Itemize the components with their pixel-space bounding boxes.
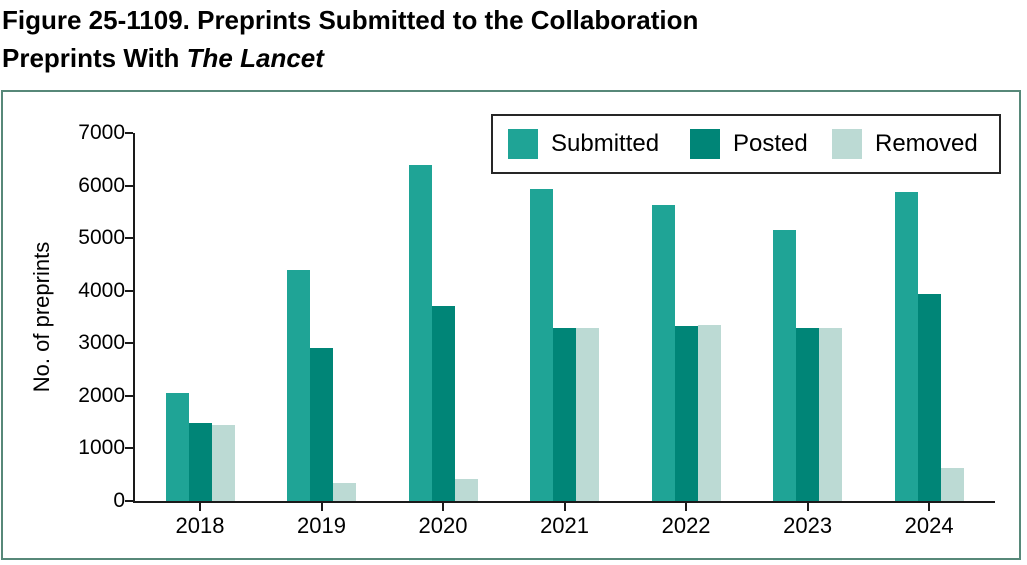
x-tick-mark: [563, 503, 566, 511]
x-tick-label-2018: 2018: [175, 513, 225, 538]
bar-posted-2021: [553, 327, 577, 501]
x-tick-label-2022: 2022: [661, 513, 711, 538]
bar-removed-2018: [211, 424, 235, 501]
y-tick-label: 1000: [78, 436, 125, 460]
y-tick-label: 0: [113, 489, 125, 512]
y-tick-mark: [125, 132, 133, 134]
x-tick-label-2020: 2020: [418, 513, 468, 538]
x-tick-mark: [685, 503, 688, 511]
legend-entry-submitted: Submitted: [508, 116, 659, 172]
journal-name-italic: The Lancet: [186, 43, 324, 73]
legend-label-removed: Removed: [875, 130, 978, 157]
bar-submitted-2021: [530, 188, 554, 501]
figure-title-line2: Preprints With The Lancet: [2, 43, 324, 73]
x-tick-label-2023: 2023: [783, 513, 833, 538]
bar-submitted-2020: [408, 164, 432, 501]
bar-removed-2022: [697, 325, 721, 501]
legend-label-posted: Posted: [733, 130, 808, 157]
x-tick-label-2024: 2024: [904, 513, 954, 538]
y-tick-mark: [125, 447, 133, 450]
y-tick-mark: [125, 394, 133, 397]
bar-posted-2020: [431, 305, 455, 501]
y-axis-title: No. of preprints: [29, 241, 54, 393]
legend-swatch-submitted-icon: [508, 129, 538, 159]
chart-frame: No. of preprints 0 1000 2000 3000 4000 5000 60…: [1, 90, 1021, 560]
y-tick-mark: [125, 237, 133, 240]
figure-title: Figure 25-1109. Preprints Submitted to t…: [2, 1, 698, 77]
x-tick-label-2021: 2021: [540, 513, 590, 538]
legend-swatch-removed-icon: [832, 129, 862, 159]
bar-removed-2023: [819, 327, 843, 501]
y-tick-label: 7000: [78, 121, 125, 144]
bar-removed-2024: [940, 467, 964, 501]
bar-posted-2019: [310, 348, 334, 501]
x-tick-mark: [442, 503, 445, 511]
x-tick-mark: [806, 503, 809, 511]
bar-submitted-2024: [894, 191, 918, 501]
y-tick-label: 3000: [78, 331, 125, 355]
bar-posted-2024: [917, 293, 941, 501]
bar-removed-2021: [576, 327, 600, 501]
bar-posted-2023: [796, 328, 820, 501]
x-tick-label-2019: 2019: [297, 513, 346, 538]
bar-posted-2018: [188, 423, 212, 501]
y-axis-line: [133, 133, 135, 503]
bar-submitted-2023: [773, 229, 797, 501]
figure-title-line1: Figure 25-1109. Preprints Submitted to t…: [2, 5, 699, 35]
bar-removed-2020: [454, 478, 478, 501]
bar-submitted-2019: [287, 270, 311, 501]
y-tick-mark: [125, 500, 133, 502]
bar-posted-2022: [674, 325, 698, 501]
legend-label-submitted: Submitted: [551, 130, 660, 157]
y-tick-label: 5000: [78, 226, 125, 250]
y-tick-label: 6000: [78, 173, 125, 197]
bar-submitted-2022: [651, 205, 675, 501]
y-tick-label: 2000: [78, 383, 125, 407]
bar-removed-2019: [333, 483, 357, 501]
y-tick-mark: [125, 289, 133, 292]
x-axis-line: [133, 501, 995, 503]
bar-submitted-2018: [165, 393, 189, 501]
y-tick-mark: [125, 184, 133, 187]
legend-entry-removed: Removed: [832, 116, 978, 172]
y-tick-mark: [125, 342, 133, 345]
legend: Submitted Posted Removed: [491, 114, 1001, 174]
x-tick-mark: [199, 503, 201, 511]
legend-swatch-posted-icon: [690, 129, 720, 159]
x-tick-mark: [928, 503, 931, 511]
y-tick-label: 4000: [78, 278, 125, 302]
legend-entry-posted: Posted: [690, 116, 808, 172]
x-tick-mark: [320, 503, 323, 511]
